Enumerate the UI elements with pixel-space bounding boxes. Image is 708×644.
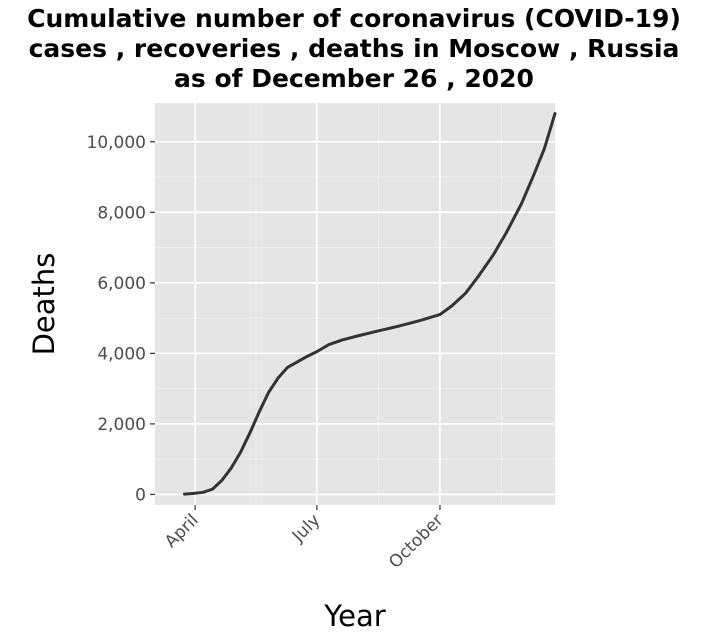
- chart-title-line-3: as of December 26 , 2020: [174, 64, 534, 93]
- y-tick-label: 10,000: [87, 133, 146, 153]
- chart-title-line-2: cases , recoveries , deaths in Moscow , …: [28, 34, 680, 63]
- y-tick-label: 6,000: [97, 274, 146, 294]
- y-tick-label: 0: [135, 485, 146, 505]
- y-tick-label: 8,000: [97, 203, 146, 223]
- x-tick-label: July: [288, 510, 324, 546]
- y-tick-label: 4,000: [97, 344, 146, 364]
- grid-lines: [155, 103, 555, 505]
- y-axis-title: Deaths: [27, 253, 61, 356]
- series-line: [182, 112, 557, 496]
- plot-panel: [155, 103, 555, 505]
- chart-title-line-1: Cumulative number of coronavirus (COVID-…: [27, 4, 681, 33]
- x-axis-title: Year: [323, 599, 385, 633]
- x-tick-label: April: [161, 510, 203, 552]
- chart-title: Cumulative number of coronavirus (COVID-…: [0, 4, 708, 94]
- series-group: [182, 112, 557, 496]
- y-tick-label: 2,000: [97, 415, 146, 435]
- x-tick-label: October: [385, 510, 447, 572]
